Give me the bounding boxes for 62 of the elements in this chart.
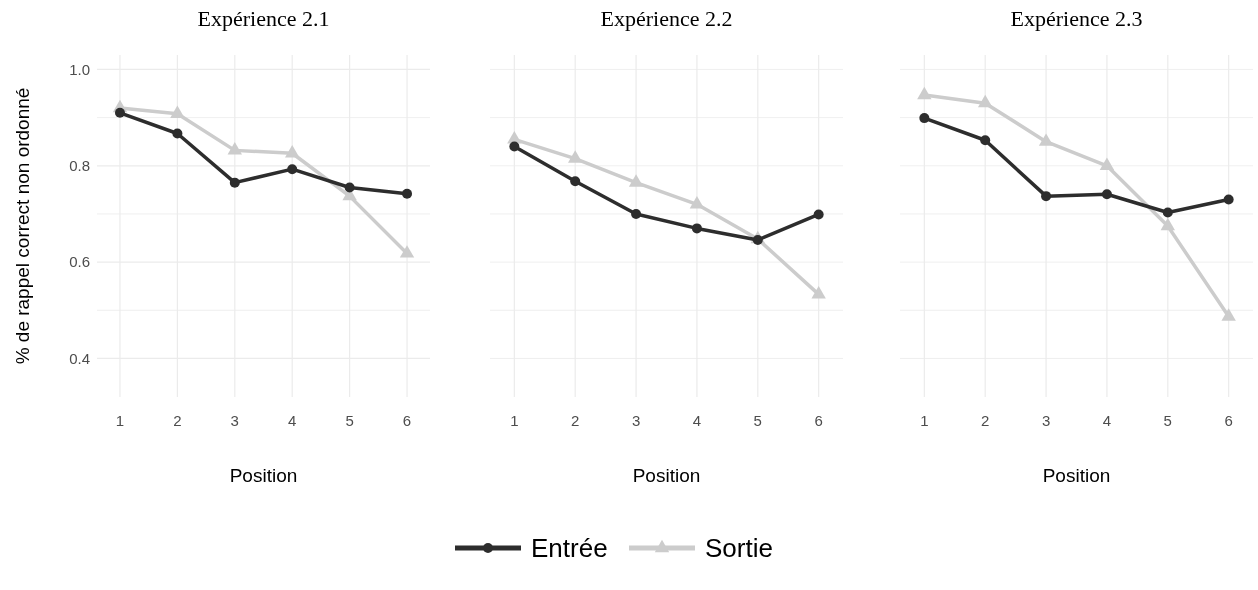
x-tick-label: 1	[115, 411, 125, 429]
point	[752, 234, 763, 245]
x-tick-label: 6	[1224, 411, 1233, 429]
x-tick-label: 3	[1041, 411, 1051, 429]
point	[919, 113, 930, 124]
point	[229, 177, 240, 188]
x-tick-label: 4	[692, 411, 702, 429]
x-tick-label: 3	[631, 411, 641, 429]
point	[402, 188, 413, 199]
x-tick-label: 3	[230, 411, 239, 429]
y-tick-label: 0.4	[69, 349, 90, 367]
y-tick-label: 0.6	[69, 253, 90, 271]
point	[1038, 133, 1054, 146]
x-tick-label: 6	[814, 411, 823, 429]
point	[811, 286, 826, 299]
chart-title: Expérience 2.1	[197, 6, 330, 31]
point	[344, 182, 355, 193]
point	[287, 164, 298, 175]
y-tick-label: 0.8	[69, 157, 90, 175]
x-tick-label: 6	[402, 411, 412, 429]
y-axis-title: % de rappel correct non ordonné	[12, 87, 33, 365]
y-tick-label: 1.0	[69, 60, 90, 78]
x-axis-title: Position	[229, 465, 298, 486]
point	[172, 128, 183, 139]
x-tick-label: 2	[571, 411, 580, 429]
point	[917, 86, 932, 100]
point	[631, 208, 642, 219]
x-axis-title: Position	[1042, 465, 1111, 486]
point	[689, 196, 705, 209]
legend-label: Sortie	[705, 533, 773, 564]
x-tick-label: 1	[510, 411, 519, 429]
point	[227, 142, 242, 155]
point	[980, 135, 991, 146]
chart-title: Expérience 2.3	[1010, 6, 1143, 31]
chart-title: Expérience 2.2	[600, 6, 733, 31]
point	[813, 209, 824, 220]
point	[1160, 217, 1175, 231]
x-tick-label: 1	[920, 411, 929, 429]
x-tick-label: 2	[173, 411, 182, 429]
x-tick-label: 2	[981, 411, 990, 429]
point	[170, 105, 185, 118]
point	[399, 245, 415, 258]
point	[509, 141, 520, 152]
point	[1099, 157, 1115, 170]
point	[691, 223, 702, 234]
point	[1223, 194, 1234, 205]
x-axis-title: Position	[632, 465, 701, 486]
legend-label: Entrée	[531, 533, 608, 564]
point	[628, 174, 644, 187]
point	[570, 176, 581, 187]
point	[1041, 191, 1052, 202]
x-tick-label: 5	[1163, 411, 1172, 429]
point	[285, 144, 300, 158]
x-tick-label: 5	[753, 411, 762, 429]
point	[114, 107, 125, 118]
point	[1162, 207, 1173, 218]
x-tick-label: 4	[288, 411, 297, 429]
point	[1101, 189, 1112, 200]
x-tick-label: 5	[345, 411, 354, 429]
x-tick-label: 4	[1102, 411, 1112, 429]
point	[568, 150, 583, 163]
point	[978, 94, 993, 108]
